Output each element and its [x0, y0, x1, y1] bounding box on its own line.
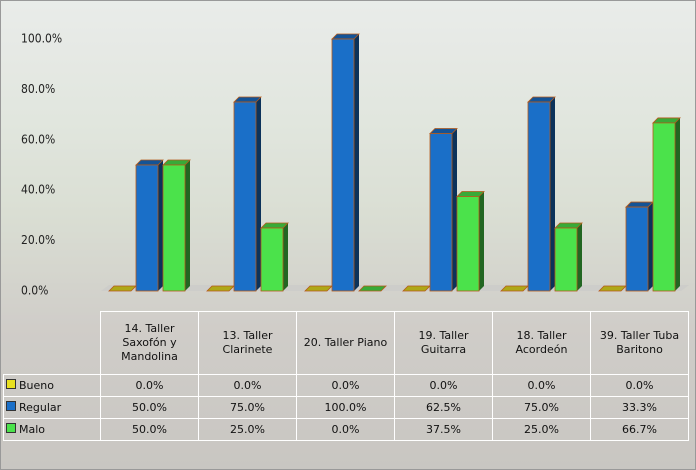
- bar-top: [135, 159, 164, 166]
- bar-top: [429, 128, 458, 134]
- bar-side: [158, 160, 163, 291]
- value-cell: 75.0%: [198, 396, 297, 419]
- value-cell: 66.7%: [590, 418, 689, 441]
- bar: [260, 227, 284, 292]
- bar: [652, 122, 676, 292]
- x-tick-label: 18. Taller Acordeón: [492, 311, 591, 375]
- bar-top: [527, 96, 556, 103]
- y-tick-label: 0.0%: [21, 284, 48, 298]
- bar: [233, 101, 257, 292]
- legend-label: Regular: [19, 401, 62, 414]
- bar: [554, 227, 578, 292]
- value-cell: 62.5%: [394, 396, 493, 419]
- y-tick-label: 80.0%: [21, 82, 55, 96]
- value-cell: 50.0%: [100, 418, 199, 441]
- bar-top: [233, 96, 262, 103]
- legend-label: Bueno: [19, 379, 54, 392]
- bar-top: [331, 33, 360, 40]
- bar-top: [260, 222, 289, 229]
- bar-top: [554, 222, 583, 229]
- legend-swatch: [6, 379, 16, 389]
- legend-label: Malo: [19, 423, 46, 436]
- bar-side: [577, 223, 582, 291]
- y-tick-label: 40.0%: [21, 183, 55, 197]
- x-tick-label: 19. Taller Guitarra: [394, 311, 493, 375]
- x-tick-label: 39. Taller Tuba Baritono: [590, 311, 689, 375]
- value-cell: 50.0%: [100, 396, 199, 419]
- data-row: Bueno 0.0% 0.0% 0.0% 0.0% 0.0% 0.0%: [3, 374, 689, 397]
- value-cell: 33.3%: [590, 396, 689, 419]
- x-tick-label: 20. Taller Piano: [296, 311, 395, 375]
- value-cell: 0.0%: [100, 374, 199, 397]
- value-cell: 0.0%: [394, 374, 493, 397]
- bar-side: [283, 223, 288, 291]
- data-row: Malo 50.0% 25.0% 0.0% 37.5% 25.0% 66.7%: [3, 418, 689, 441]
- legend-swatch: [6, 401, 16, 411]
- bar: [135, 164, 159, 292]
- value-cell: 0.0%: [198, 374, 297, 397]
- bar-side: [675, 117, 680, 291]
- bar: [429, 133, 453, 292]
- data-table: 14. Taller Saxofón y Mandolina 13. Taller…: [3, 311, 689, 441]
- bar-side: [354, 34, 359, 291]
- bar-top: [598, 285, 627, 292]
- bar-side: [648, 202, 653, 291]
- y-tick-label: 60.0%: [21, 132, 55, 146]
- bar-top: [206, 285, 235, 292]
- value-cell: 25.0%: [492, 418, 591, 441]
- bar-top: [304, 285, 333, 292]
- legend-entry: Bueno: [3, 374, 101, 397]
- value-cell: 0.0%: [296, 418, 395, 441]
- bar-top: [358, 285, 387, 292]
- header-row: 14. Taller Saxofón y Mandolina 13. Taller…: [3, 311, 689, 375]
- x-tick-label: 13. Taller Clarinete: [198, 311, 297, 375]
- value-cell: 0.0%: [590, 374, 689, 397]
- bar: [527, 101, 551, 292]
- bar-side: [479, 191, 484, 291]
- value-cell: 0.0%: [296, 374, 395, 397]
- x-tick-label: 14. Taller Saxofón y Mandolina: [100, 311, 199, 375]
- bar-top: [652, 117, 681, 124]
- bar-top: [456, 191, 485, 197]
- bar-top: [108, 285, 137, 292]
- bar-top: [500, 285, 529, 292]
- bar-side: [550, 97, 555, 291]
- y-tick-label: 20.0%: [21, 233, 55, 247]
- y-tick-label: 100.0%: [21, 32, 62, 46]
- legend-entry: Malo: [3, 418, 101, 441]
- value-cell: 100.0%: [296, 396, 395, 419]
- value-cell: 75.0%: [492, 396, 591, 419]
- bar-top: [625, 201, 654, 208]
- corner-cell: [3, 311, 101, 375]
- bar-side: [185, 160, 190, 291]
- bar-top: [162, 159, 191, 166]
- bar: [331, 38, 355, 292]
- value-cell: 0.0%: [492, 374, 591, 397]
- value-cell: 25.0%: [198, 418, 297, 441]
- bar: [625, 206, 649, 292]
- value-cell: 37.5%: [394, 418, 493, 441]
- chart: 0.0% 20.0% 40.0% 60.0% 80.0% 100.0%: [21, 32, 689, 298]
- bar-side: [256, 97, 261, 291]
- bar: [456, 196, 480, 292]
- legend-swatch: [6, 423, 16, 433]
- data-row: Regular 50.0% 75.0% 100.0% 62.5% 75.0% 33.3%: [3, 396, 689, 419]
- bar: [162, 164, 186, 292]
- legend-entry: Regular: [3, 396, 101, 419]
- bar-side: [452, 128, 457, 291]
- bar-top: [402, 285, 431, 292]
